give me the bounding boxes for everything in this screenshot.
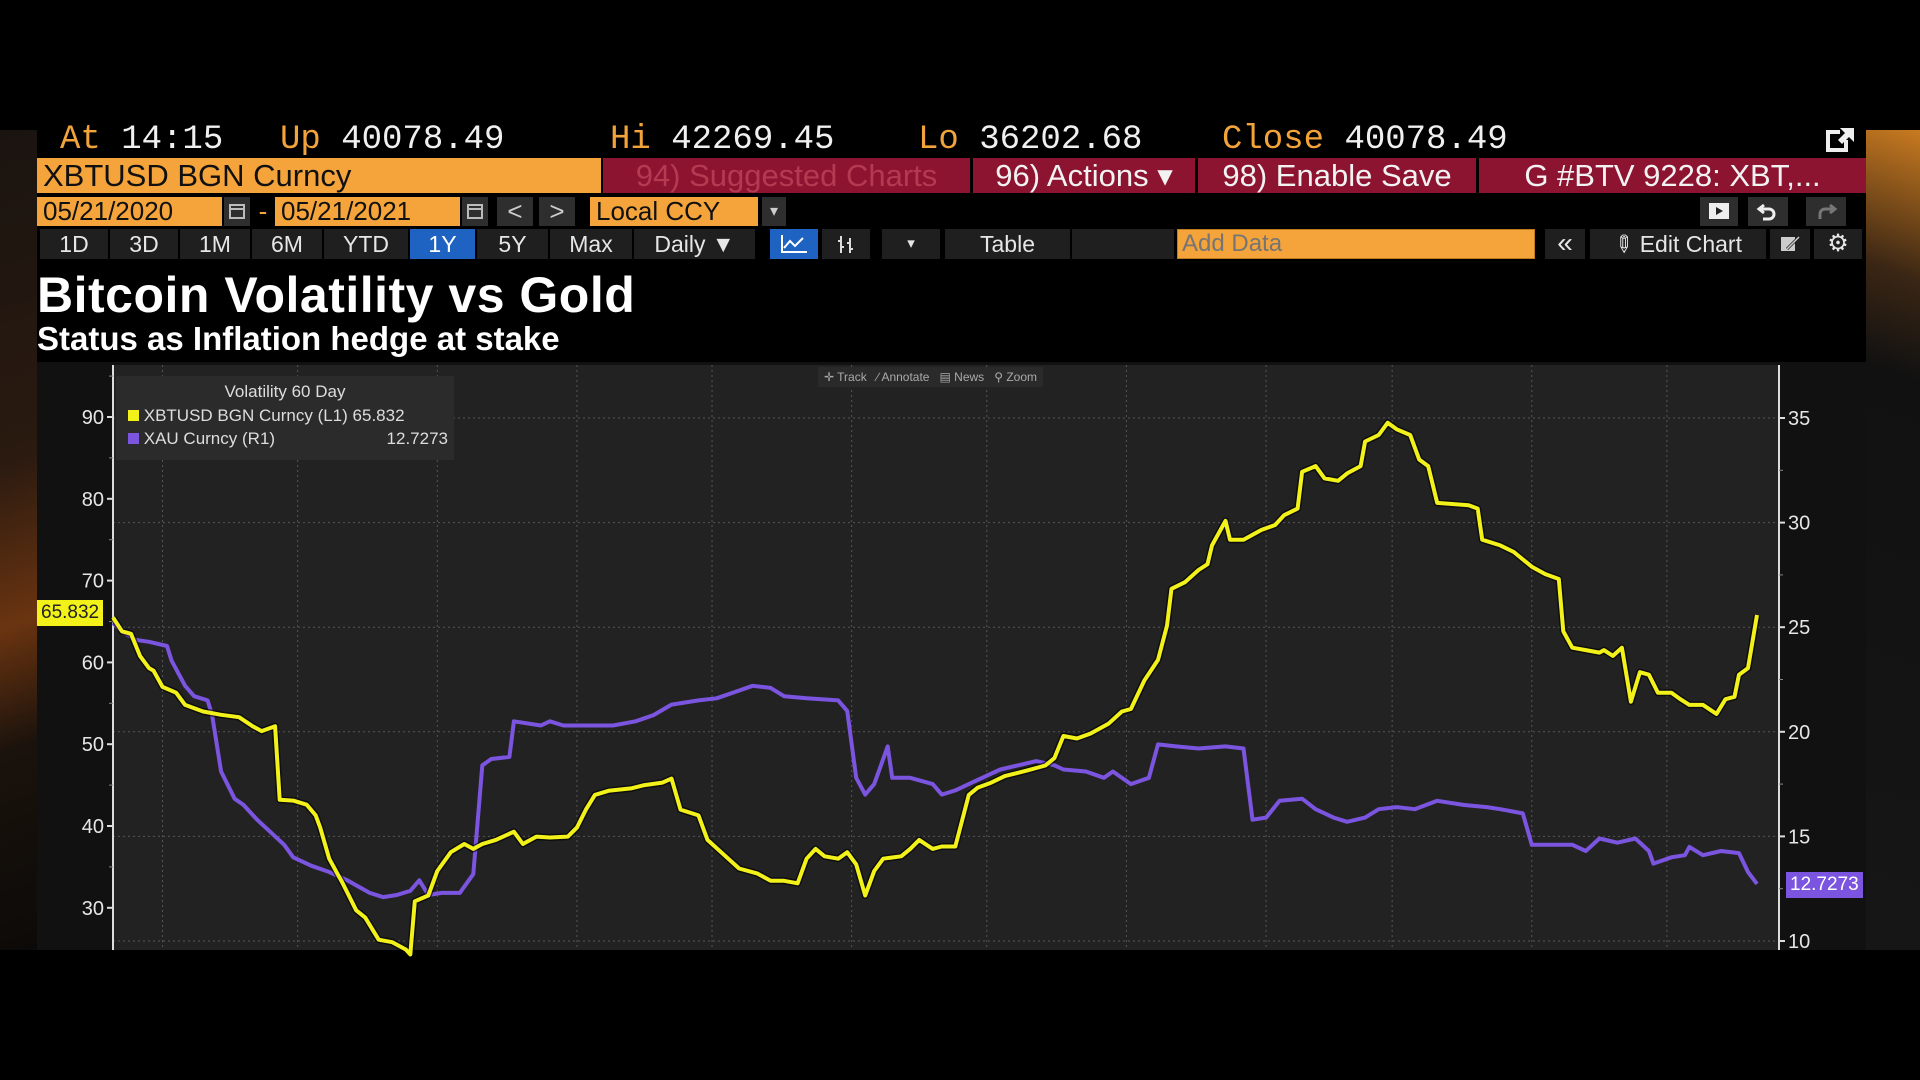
currency-dropdown-button[interactable]: ▾ xyxy=(762,197,786,226)
annotate-edit-icon[interactable] xyxy=(1770,229,1810,259)
line-chart-icon[interactable] xyxy=(770,229,818,259)
gold-swatch xyxy=(128,433,139,444)
range-6m[interactable]: 6M xyxy=(252,229,322,259)
collapse-button[interactable]: « xyxy=(1545,229,1585,259)
news-tool[interactable]: ▤ News xyxy=(939,370,985,384)
range-5y[interactable]: 5Y xyxy=(477,229,548,259)
table-button[interactable]: Table xyxy=(945,229,1070,259)
legend-btc-axis: (L1) xyxy=(317,406,348,425)
lo-value: 36202.68 xyxy=(979,121,1143,159)
next-period-button[interactable]: > xyxy=(539,197,575,226)
track-label: Track xyxy=(837,370,867,384)
hi-label: Hi xyxy=(610,121,651,159)
news-label: News xyxy=(954,370,985,384)
popout-icon[interactable] xyxy=(1822,126,1856,154)
up-group: Up 40078.49 xyxy=(280,122,504,158)
legend-btc-value: 65.832 xyxy=(352,406,405,425)
background-decor-left xyxy=(0,130,37,950)
annotate-tool[interactable]: ∕ Annotate xyxy=(876,370,930,384)
settings-gear-icon[interactable]: ⚙ xyxy=(1814,229,1862,259)
end-date-input[interactable]: 05/21/2021 xyxy=(275,197,460,226)
enable-save-button[interactable]: 98) Enable Save xyxy=(1198,158,1476,193)
legend-gold-axis: (R1) xyxy=(242,429,276,448)
close-label: Close xyxy=(1222,121,1325,159)
hi-group: Hi 42269.45 xyxy=(610,122,834,158)
previous-period-button[interactable]: < xyxy=(497,197,533,226)
right-axis-tick-label: 20 xyxy=(1788,722,1810,744)
track-tool[interactable]: ✛ Track xyxy=(824,370,867,384)
at-label: At xyxy=(60,121,101,159)
date-separator: - xyxy=(258,196,268,226)
chart-type-dropdown[interactable]: ▾ xyxy=(882,229,940,259)
range-3d[interactable]: 3D xyxy=(110,229,178,259)
presentation-icon[interactable] xyxy=(1700,197,1738,226)
redo-icon[interactable] xyxy=(1806,197,1846,226)
range-1d[interactable]: 1D xyxy=(40,229,108,259)
actions-button[interactable]: 96) Actions ▾ xyxy=(973,158,1195,193)
left-axis-tick-label: 30 xyxy=(82,898,104,920)
right-axis-tick-label: 15 xyxy=(1788,826,1810,848)
start-date-input[interactable]: 05/21/2020 xyxy=(37,197,222,226)
gold-volatility-line xyxy=(111,621,1759,900)
range-1y[interactable]: 1Y xyxy=(410,229,475,259)
at-value: 14:15 xyxy=(121,121,224,159)
legend-gold-name: XAU Curncy xyxy=(143,429,238,448)
legend-title: Volatility 60 Day xyxy=(224,382,346,401)
up-value: 40078.49 xyxy=(341,121,505,159)
chart-title: Bitcoin Volatility vs Gold xyxy=(37,267,636,323)
up-label: Up xyxy=(280,121,321,159)
left-axis-tick-label: 80 xyxy=(82,489,104,511)
btc-volatility-line xyxy=(111,420,1759,957)
lo-label: Lo xyxy=(918,121,959,159)
right-axis-tick-label: 25 xyxy=(1788,617,1810,639)
legend: Volatility 60 Day XBTUSD BGN Curncy (L1)… xyxy=(116,376,454,460)
legend-item-btc[interactable]: XBTUSD BGN Curncy (L1) 65.832 xyxy=(128,406,405,426)
close-group: Close 40078.49 xyxy=(1222,122,1508,158)
add-data-input[interactable] xyxy=(1177,229,1535,259)
chart-name-field[interactable]: G #BTV 9228: XBT,... xyxy=(1479,158,1866,193)
background-decor-right xyxy=(1866,130,1920,950)
btc-last-value-tag: 65.832 xyxy=(37,600,104,626)
start-calendar-icon[interactable] xyxy=(224,197,250,226)
right-axis-tick-label: 10 xyxy=(1788,931,1810,953)
lo-group: Lo 36202.68 xyxy=(918,122,1142,158)
edit-chart-button[interactable]: ✎ Edit Chart xyxy=(1590,228,1766,260)
period-select[interactable]: Daily ▼ xyxy=(634,229,755,259)
btc-swatch xyxy=(128,410,139,421)
left-axis-tick-label: 40 xyxy=(82,816,104,838)
quote-bar: At 14:15 xyxy=(60,122,223,158)
left-axis-tick-label: 70 xyxy=(82,571,104,593)
right-axis-tick-label: 35 xyxy=(1788,408,1810,430)
legend-gold-value: 12.7273 xyxy=(386,429,448,448)
legend-btc-name: XBTUSD BGN Curncy xyxy=(143,406,313,425)
chart-subtitle: Status as Inflation hedge at stake xyxy=(37,320,560,357)
btc-line-shadow xyxy=(110,419,1761,958)
close-value: 40078.49 xyxy=(1344,121,1508,159)
chart-tools: ✛ Track ∕ Annotate ▤ News ⚲ Zoom xyxy=(818,367,1044,387)
suggested-charts-button[interactable]: 94) Suggested Charts xyxy=(603,158,970,193)
hi-value: 42269.45 xyxy=(671,121,835,159)
toolbar-spacer xyxy=(1072,229,1174,259)
plot-area[interactable] xyxy=(113,365,1779,950)
suggested-charts-label: 94) Suggested Charts xyxy=(635,158,938,193)
edit-chart-label: Edit Chart xyxy=(1639,231,1742,257)
security-field[interactable]: XBTUSD BGN Curncy xyxy=(37,158,601,193)
left-axis-tick-label: 90 xyxy=(82,407,104,429)
range-max[interactable]: Max xyxy=(550,229,632,259)
gold-last-value-tag: 12.7273 xyxy=(1786,872,1863,898)
left-axis-tick-label: 60 xyxy=(82,652,104,674)
zoom-tool[interactable]: ⚲ Zoom xyxy=(994,370,1038,384)
undo-icon[interactable] xyxy=(1748,197,1788,226)
bar-chart-icon[interactable] xyxy=(822,229,870,259)
left-axis-tick-label: 50 xyxy=(82,734,104,756)
zoom-label: Zoom xyxy=(1006,370,1038,384)
currency-select[interactable]: Local CCY xyxy=(590,197,758,226)
annotate-label: Annotate xyxy=(881,370,930,384)
right-axis-tick-label: 30 xyxy=(1788,513,1810,535)
end-calendar-icon[interactable] xyxy=(462,197,488,226)
legend-item-gold[interactable]: XAU Curncy (R1) 12.7273 xyxy=(128,429,448,449)
range-1m[interactable]: 1M xyxy=(180,229,250,259)
range-ytd[interactable]: YTD xyxy=(324,229,408,259)
